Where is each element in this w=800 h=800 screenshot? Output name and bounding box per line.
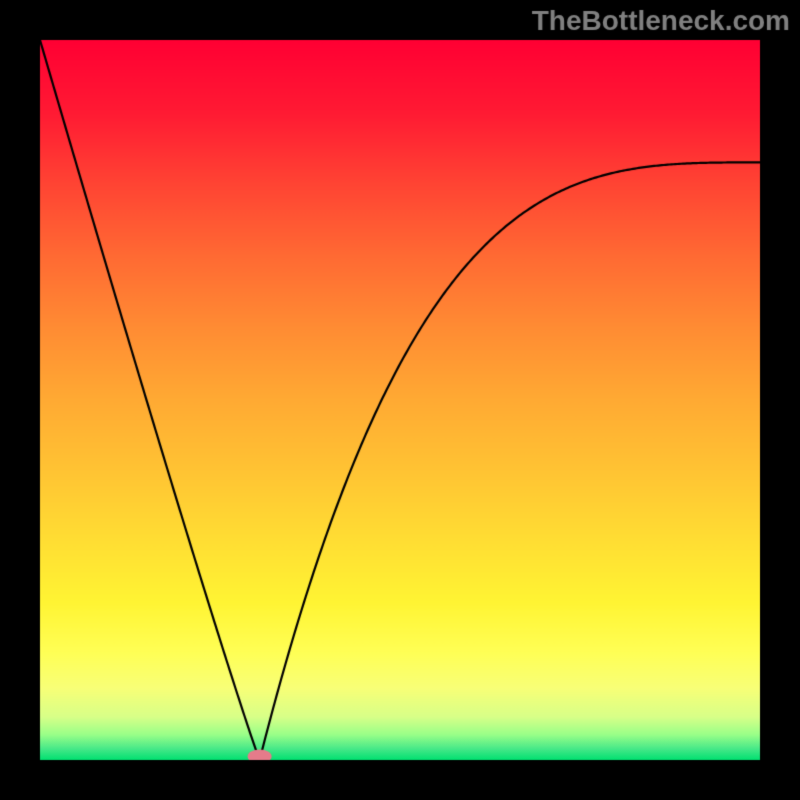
bottleneck-chart bbox=[0, 0, 800, 800]
